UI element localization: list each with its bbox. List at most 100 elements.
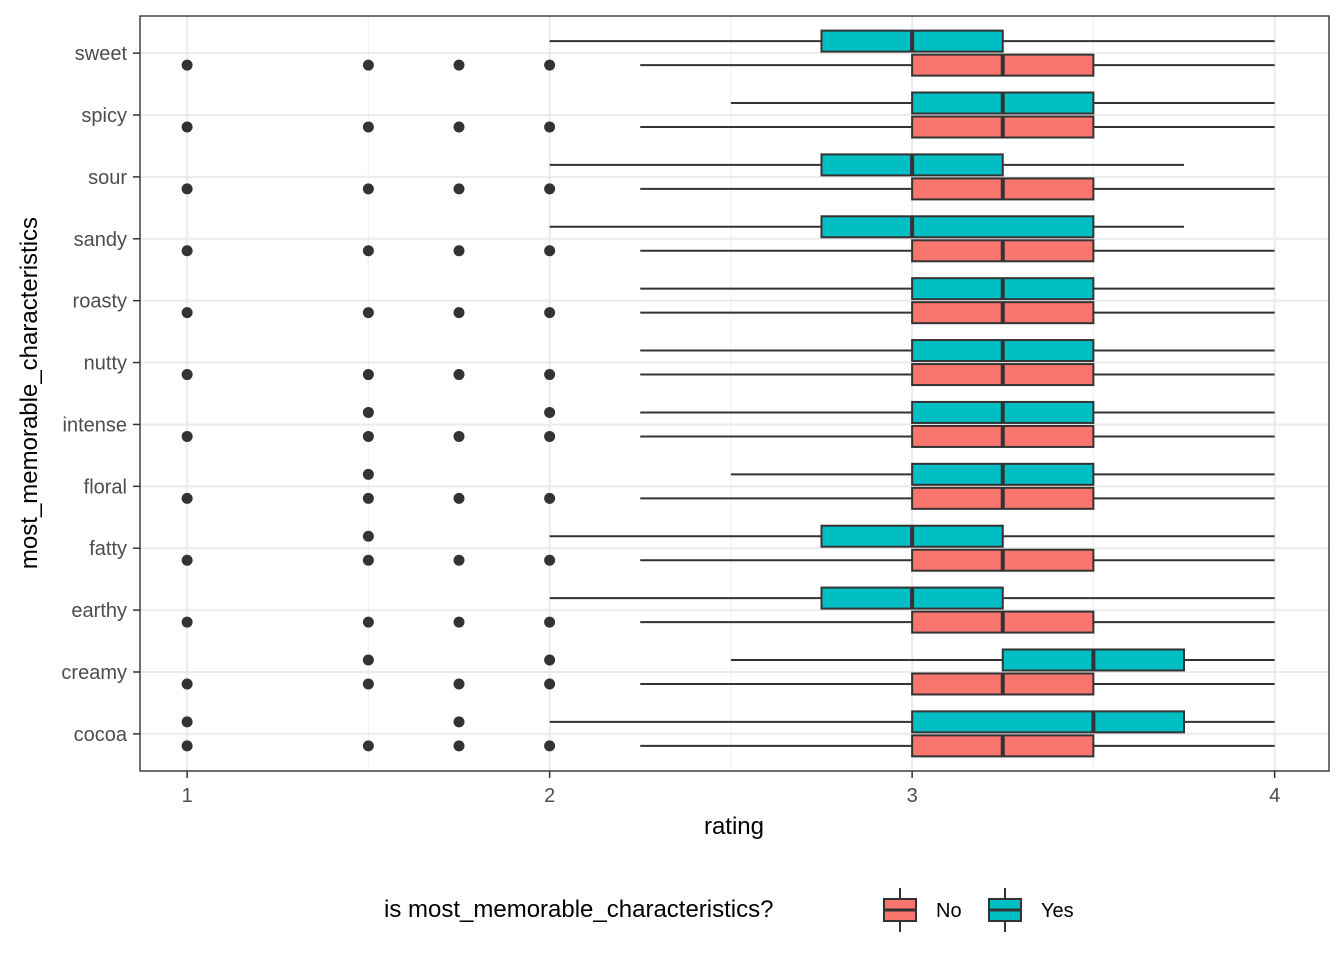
box-sweet-yes	[549, 29, 1275, 53]
iqr-box	[820, 215, 1095, 239]
box-spicy-no	[181, 115, 1275, 139]
outlier-point	[544, 492, 556, 504]
outlier-point	[362, 678, 374, 690]
outlier-point	[544, 678, 556, 690]
legend-label: No	[936, 900, 962, 922]
outlier-point	[362, 554, 374, 566]
outlier-point	[181, 740, 193, 752]
outlier-point	[181, 59, 193, 71]
outlier-point	[362, 616, 374, 628]
outlier-point	[181, 492, 193, 504]
box-nutty-yes	[640, 339, 1275, 363]
y-tick-label: cocoa	[74, 724, 128, 746]
outlier-point	[453, 716, 465, 728]
y-tick-label: fatty	[89, 538, 127, 560]
y-tick-label: intense	[63, 414, 128, 436]
outlier-point	[453, 245, 465, 257]
legend-title: is most_memorable_characteristics?	[384, 896, 773, 923]
outlier-point	[453, 121, 465, 133]
outlier-point	[453, 59, 465, 71]
outlier-point	[362, 183, 374, 195]
x-tick-label: 2	[544, 785, 555, 807]
outlier-point	[544, 616, 556, 628]
y-tick-label: earthy	[71, 600, 127, 622]
outlier-point	[544, 121, 556, 133]
y-tick-label: sweet	[75, 43, 128, 65]
box-intense-yes	[362, 400, 1275, 424]
box-sour-no	[181, 177, 1275, 201]
outlier-point	[181, 616, 193, 628]
box-sandy-no	[181, 239, 1275, 263]
x-tick-label: 3	[907, 785, 918, 807]
plot-border	[139, 15, 1330, 772]
box-floral-yes	[362, 462, 1275, 486]
box-spicy-yes	[730, 91, 1275, 115]
outlier-point	[544, 369, 556, 381]
outlier-point	[453, 307, 465, 319]
y-tick-label: roasty	[73, 291, 127, 313]
outlier-point	[453, 616, 465, 628]
y-tick-label: spicy	[81, 105, 127, 127]
box-creamy-yes	[362, 648, 1275, 672]
outlier-point	[453, 740, 465, 752]
y-tick-label: sour	[88, 167, 127, 189]
box-marks	[181, 29, 1275, 758]
outlier-point	[453, 183, 465, 195]
outlier-point	[181, 678, 193, 690]
box-fatty-no	[181, 548, 1275, 572]
box-nutty-no	[181, 363, 1275, 387]
x-tick-label: 4	[1269, 785, 1280, 807]
outlier-point	[453, 554, 465, 566]
outlier-point	[362, 307, 374, 319]
axes: 1 2 3 4 cocoa creamy earthy fatty floral intense n…	[61, 43, 1280, 807]
box-cocoa-yes	[181, 710, 1275, 734]
box-roasty-yes	[640, 277, 1275, 301]
outlier-point	[362, 369, 374, 381]
box-roasty-no	[181, 301, 1275, 325]
box-cocoa-no	[181, 734, 1275, 758]
legend-label: Yes	[1041, 900, 1074, 922]
box-earthy-yes	[549, 586, 1275, 610]
x-tick-label: 1	[182, 785, 193, 807]
outlier-point	[453, 492, 465, 504]
outlier-point	[544, 59, 556, 71]
outlier-point	[362, 530, 374, 542]
plot-background	[140, 16, 1329, 771]
outlier-point	[362, 406, 374, 418]
y-tick-label: floral	[84, 476, 127, 498]
outlier-point	[362, 468, 374, 480]
outlier-point	[544, 245, 556, 257]
box-sweet-no	[181, 53, 1275, 77]
box-sandy-yes	[549, 215, 1184, 239]
outlier-point	[544, 406, 556, 418]
outlier-point	[181, 183, 193, 195]
outlier-point	[544, 430, 556, 442]
outlier-point	[181, 121, 193, 133]
outlier-point	[453, 430, 465, 442]
outlier-point	[181, 430, 193, 442]
y-tick-label: nutty	[84, 353, 127, 375]
outlier-point	[362, 59, 374, 71]
outlier-point	[362, 121, 374, 133]
outlier-point	[181, 307, 193, 319]
box-fatty-yes	[362, 524, 1275, 548]
legend-item-yes: Yes	[988, 888, 1074, 932]
outlier-point	[544, 740, 556, 752]
outlier-point	[181, 716, 193, 728]
y-tick-label: sandy	[74, 229, 127, 251]
outlier-point	[362, 654, 374, 666]
box-earthy-no	[181, 610, 1275, 634]
outlier-point	[181, 554, 193, 566]
y-axis-title: most_memorable_characteristics	[16, 217, 43, 569]
outlier-point	[544, 654, 556, 666]
outlier-point	[181, 369, 193, 381]
outlier-point	[362, 740, 374, 752]
outlier-point	[181, 245, 193, 257]
outlier-point	[544, 183, 556, 195]
box-intense-no	[181, 424, 1275, 448]
y-tick-label: creamy	[61, 662, 127, 684]
outlier-point	[544, 554, 556, 566]
grid-lines	[140, 16, 1329, 771]
legend-item-no: No	[883, 888, 962, 932]
